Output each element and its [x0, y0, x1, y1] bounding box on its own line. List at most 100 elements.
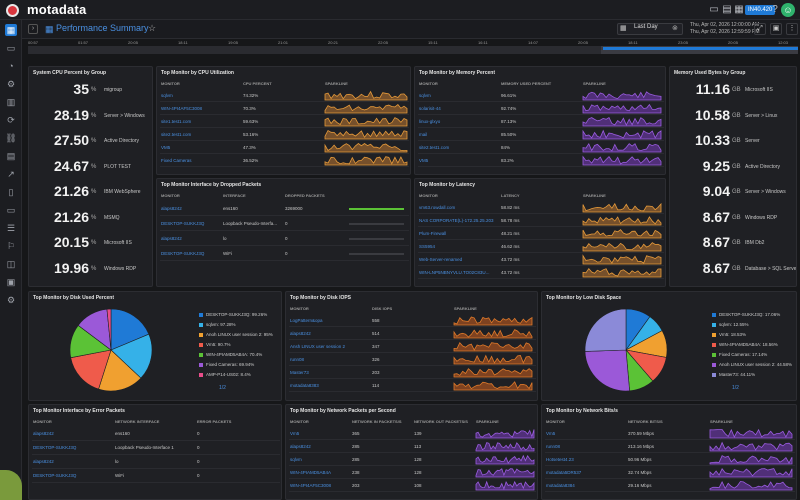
monitor-link[interactable]: WIN-4PIAMD5AB4A	[290, 469, 332, 475]
monitor-link[interactable]: sqlvm	[290, 456, 302, 462]
monitor-link[interactable]: DESKTOP-SUKKJ3Q	[161, 250, 205, 256]
monitor-link[interactable]: VM5	[419, 157, 429, 163]
monitor-link[interactable]: DESKTOP-SUKKJ3Q	[161, 220, 205, 226]
monitor-link[interactable]: site2.test1.com	[161, 131, 192, 137]
monitor-link[interactable]: Master73	[290, 369, 309, 375]
monitor-link[interactable]: NAS CORPORATE(L)-172.25.25.203	[419, 217, 494, 223]
monitor-link[interactable]: Ansh LINUX user session 2	[290, 343, 346, 349]
help-icon[interactable]: ?	[772, 4, 778, 15]
app-logo-text[interactable]: motadata	[27, 2, 87, 17]
monitor-link[interactable]: sqlvm	[419, 92, 431, 98]
legend-item[interactable]: sqlvm: 97.28%	[206, 322, 236, 327]
legend-item[interactable]: Vm5: 90.7%	[206, 342, 231, 347]
sidebar-inventory-icon[interactable]: ▥	[6, 97, 16, 107]
pie-slice[interactable]	[110, 333, 153, 379]
time-range-select[interactable]	[617, 23, 683, 35]
legend-pager[interactable]: 1/2	[219, 385, 226, 391]
page-title[interactable]: Performance Summary	[56, 23, 149, 33]
monitor-link[interactable]: WIN-4PI4AF5C3008	[161, 105, 203, 111]
sidebar-document-icon[interactable]: ▣	[6, 277, 16, 287]
monitor-link[interactable]: SS5954	[419, 243, 436, 249]
pie-chart[interactable]	[542, 292, 792, 401]
status-badge[interactable]: IN40.420	[745, 5, 776, 15]
pie-slice[interactable]	[110, 308, 150, 351]
legend-item[interactable]: Fixed Cameras: 69.94%	[206, 362, 255, 367]
monitor-link[interactable]: runn08	[290, 356, 305, 362]
sidebar-monitor-icon[interactable]: ▭	[6, 43, 16, 53]
legend-item[interactable]: Anoh LINUX user session 2: 44.58%	[719, 362, 793, 367]
sidebar-report-icon[interactable]: ▯	[8, 187, 14, 197]
timeline-selected-range[interactable]	[601, 46, 798, 54]
sidebar-alert-icon[interactable]: ◔	[8, 61, 14, 71]
monitor-link[interactable]: DESKTOP-SUKKJ3Q	[33, 473, 77, 478]
more-options-button[interactable]: ⋮	[786, 23, 798, 35]
chat-icon[interactable]: ▭	[709, 4, 719, 15]
legend-item[interactable]: sqlvm: 12.55%	[719, 322, 749, 327]
legend-item[interactable]: Fixed Cameras: 17.14%	[719, 352, 768, 357]
monitor-link[interactable]: Vm5	[546, 430, 556, 436]
sidebar-chart-icon[interactable]: ↗	[7, 169, 15, 179]
monitor-link[interactable]: site2.test1.com	[419, 144, 450, 150]
expand-icon[interactable]: ›	[28, 24, 38, 34]
sidebar-integration-icon[interactable]: ◫	[6, 259, 16, 269]
monitor-link[interactable]: Fixed Cameras	[161, 157, 192, 163]
monitor-link[interactable]: alaps8242	[290, 443, 311, 449]
monitor-link[interactable]: alaps8242	[33, 431, 54, 436]
sidebar-log-icon[interactable]: ▤	[6, 151, 16, 161]
timeline-track[interactable]	[28, 46, 798, 54]
monitor-link[interactable]: sqlvm	[161, 92, 173, 98]
legend-pager[interactable]: 1/2	[732, 385, 739, 391]
monitor-link[interactable]: Vm5	[290, 430, 300, 436]
pie-chart[interactable]	[29, 292, 279, 401]
notification-icon[interactable]: ▤	[722, 4, 732, 15]
pie-slice[interactable]	[106, 308, 112, 351]
sidebar-settings-icon[interactable]: ⚙	[6, 295, 16, 305]
save-button[interactable]: ▣	[770, 23, 782, 35]
monitor-link[interactable]: vm63.rowdall.com	[419, 204, 456, 210]
clear-icon[interactable]: ⊗	[672, 25, 678, 32]
monitor-link[interactable]: mail	[419, 131, 428, 137]
monitor-link[interactable]: motadata8383	[290, 382, 319, 388]
sidebar-network-icon[interactable]: ⛓	[5, 133, 17, 143]
monitor-link[interactable]: alaps8242	[290, 330, 311, 336]
legend-item[interactable]: WIN-4PIAMD5AB4A: 18.56%	[719, 342, 778, 347]
legend-item[interactable]: DESKTOP-SUKKJ3Q: 99.26%	[206, 312, 268, 317]
sidebar-config-icon[interactable]: ☰	[6, 223, 16, 233]
apps-icon[interactable]: ▦	[734, 4, 744, 15]
sidebar-flow-icon[interactable]: ⟳	[7, 115, 15, 125]
legend-item[interactable]: Master73: 44.11%	[719, 372, 756, 377]
monitor-link[interactable]: Web-Server-renamed	[419, 256, 463, 262]
legend-item[interactable]: DESKTOP-SUKKJ3Q: 17.06%	[719, 312, 781, 317]
monitor-link[interactable]: site1.test1.com	[161, 118, 192, 124]
monitor-link[interactable]: DESKTOP-SUKKJ3Q	[33, 445, 77, 450]
pie-slice[interactable]	[70, 349, 112, 390]
monitor-link[interactable]: linux-glxyo	[419, 118, 441, 124]
fullscreen-button[interactable]: ⤢	[754, 23, 766, 35]
timeline-slider[interactable]: 00:57 01:57 20:05 18:11 19:05 21:01 20:21 22:05…	[28, 39, 798, 59]
monitor-link[interactable]: motadata5DR537	[546, 469, 582, 475]
legend-item[interactable]: AMP-P14-US02: 8.4%	[206, 372, 251, 377]
legend-item[interactable]: Vm5: 18.53%	[719, 332, 747, 337]
monitor-link[interactable]: solarisit-44	[419, 105, 441, 111]
monitor-link[interactable]: WIN-4PI4AF5C3008	[290, 482, 332, 488]
sidebar-topology-icon[interactable]: ⚙	[6, 79, 16, 89]
avatar[interactable]: ☺	[781, 3, 795, 17]
pie-slice[interactable]	[98, 349, 142, 392]
monitor-link[interactable]: Hotsetest4.23	[546, 456, 574, 462]
monitor-link[interactable]: alaps8242	[33, 459, 54, 464]
favorite-star-icon[interactable]: ☆	[148, 23, 157, 33]
monitor-link[interactable]: alaps8242	[161, 235, 182, 241]
monitor-link[interactable]: WIN-LNP5NBNYVLU.TO02C83U...	[419, 269, 490, 275]
timeline-handle[interactable]	[603, 47, 798, 50]
motadata-logo-icon[interactable]	[6, 4, 19, 17]
monitor-link[interactable]: VM5	[161, 144, 171, 150]
monitor-link[interactable]: LogPattern&opa	[290, 317, 323, 323]
sidebar-screen-icon[interactable]: ▭	[6, 205, 16, 215]
monitor-link[interactable]: runn08	[546, 443, 561, 449]
legend-item[interactable]: WIN-4PIAMD5AB4A: 70.4%	[206, 352, 263, 357]
monitor-link[interactable]: Plum-Firewall	[419, 230, 447, 236]
sidebar-dashboard-icon[interactable]: ▦	[5, 24, 17, 36]
monitor-link[interactable]: motadata8384	[546, 482, 575, 488]
legend-item[interactable]: Anoh LINUX user session 2: 95%	[206, 332, 273, 337]
pie-slice[interactable]	[584, 308, 627, 352]
